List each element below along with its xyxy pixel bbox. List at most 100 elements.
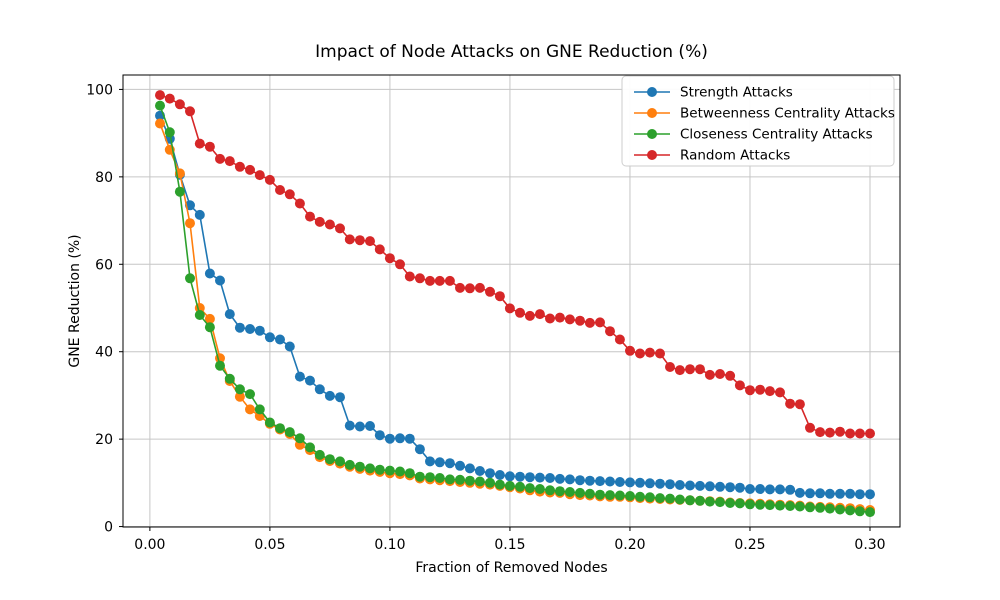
- data-point-random-attacks: [374, 244, 385, 255]
- data-point-random-attacks: [504, 303, 515, 314]
- data-point-closeness-centrality-attacks: [835, 504, 845, 515]
- data-point-closeness-centrality-attacks: [395, 466, 405, 477]
- data-point-random-attacks: [794, 399, 805, 410]
- data-point-random-attacks: [745, 385, 755, 396]
- data-point-random-attacks: [324, 219, 335, 230]
- data-point-closeness-centrality-attacks: [384, 465, 395, 476]
- data-point-random-attacks: [335, 223, 345, 234]
- data-point-strength-attacks: [275, 334, 285, 345]
- data-point-strength-attacks: [354, 421, 365, 432]
- data-point-strength-attacks: [775, 484, 785, 495]
- data-point-closeness-centrality-attacks: [215, 360, 225, 371]
- data-point-random-attacks: [755, 384, 766, 395]
- data-point-random-attacks: [785, 398, 796, 409]
- data-point-random-attacks: [174, 99, 185, 110]
- data-point-closeness-centrality-attacks: [545, 485, 555, 496]
- data-point-random-attacks: [865, 428, 875, 439]
- data-point-closeness-centrality-attacks: [775, 500, 785, 511]
- data-point-strength-attacks: [294, 371, 305, 382]
- data-point-random-attacks: [344, 234, 355, 245]
- data-point-closeness-centrality-attacks: [755, 499, 766, 510]
- x-tick-label: 0.30: [854, 537, 885, 553]
- data-point-closeness-centrality-attacks: [584, 488, 595, 499]
- y-tick-label: 100: [86, 82, 113, 98]
- data-point-random-attacks: [464, 283, 475, 294]
- data-point-random-attacks: [404, 271, 415, 282]
- data-point-strength-attacks: [815, 488, 826, 499]
- data-point-random-attacks: [474, 282, 485, 293]
- data-point-strength-attacks: [685, 480, 695, 491]
- data-point-random-attacks: [614, 334, 625, 345]
- data-point-closeness-centrality-attacks: [294, 433, 305, 444]
- data-point-betweenness-centrality-attacks: [204, 313, 215, 324]
- data-point-random-attacks: [414, 273, 425, 284]
- y-tick-label: 60: [95, 257, 113, 273]
- data-point-random-attacks: [644, 347, 655, 358]
- data-point-closeness-centrality-attacks: [515, 481, 525, 492]
- y-tick-label: 40: [95, 345, 113, 361]
- legend-item-label: Betweenness Centrality Attacks: [680, 106, 895, 122]
- data-point-closeness-centrality-attacks: [785, 501, 796, 511]
- data-point-strength-attacks: [215, 275, 225, 286]
- data-point-strength-attacks: [745, 484, 755, 494]
- legend-sample-marker: [647, 150, 657, 160]
- data-point-random-attacks: [365, 236, 375, 247]
- data-point-random-attacks: [425, 275, 435, 286]
- data-point-random-attacks: [854, 428, 865, 439]
- data-point-strength-attacks: [704, 481, 715, 492]
- x-tick-label: 0.15: [494, 537, 525, 553]
- data-point-betweenness-centrality-attacks: [185, 218, 195, 229]
- data-point-random-attacks: [164, 93, 175, 104]
- data-point-closeness-centrality-attacks: [764, 500, 775, 511]
- legend-sample-marker: [647, 87, 657, 97]
- y-tick-label: 80: [95, 170, 113, 186]
- data-point-strength-attacks: [314, 384, 325, 395]
- data-point-closeness-centrality-attacks: [254, 404, 265, 415]
- data-point-closeness-centrality-attacks: [494, 479, 505, 490]
- x-tick-label: 0.20: [614, 537, 645, 553]
- data-point-closeness-centrality-attacks: [234, 384, 245, 395]
- data-point-random-attacks: [515, 307, 525, 318]
- data-point-closeness-centrality-attacks: [625, 491, 635, 501]
- data-point-closeness-centrality-attacks: [534, 484, 545, 494]
- data-point-random-attacks: [635, 348, 645, 359]
- data-point-random-attacks: [155, 90, 165, 101]
- y-tick-label: 0: [104, 520, 113, 536]
- x-tick-label: 0.05: [254, 537, 285, 553]
- data-point-random-attacks: [215, 153, 225, 164]
- data-point-closeness-centrality-attacks: [865, 507, 875, 518]
- data-point-random-attacks: [485, 286, 495, 297]
- data-point-random-attacks: [595, 317, 605, 328]
- data-point-random-attacks: [524, 310, 535, 321]
- data-point-strength-attacks: [365, 421, 375, 431]
- data-point-strength-attacks: [264, 332, 275, 343]
- data-point-strength-attacks: [425, 456, 435, 467]
- data-point-betweenness-centrality-attacks: [245, 404, 255, 415]
- plot-spines: [122, 74, 901, 528]
- data-point-random-attacks: [625, 345, 635, 356]
- data-point-strength-attacks: [695, 480, 705, 491]
- data-point-closeness-centrality-attacks: [824, 503, 835, 514]
- data-point-random-attacks: [554, 312, 565, 323]
- data-point-closeness-centrality-attacks: [344, 459, 355, 470]
- data-point-closeness-centrality-attacks: [365, 463, 375, 474]
- data-point-random-attacks: [494, 291, 505, 302]
- data-point-strength-attacks: [584, 475, 595, 486]
- data-point-closeness-centrality-attacks: [425, 472, 435, 483]
- data-point-closeness-centrality-attacks: [805, 502, 815, 513]
- data-point-strength-attacks: [254, 325, 265, 336]
- legend-sample-marker: [647, 108, 657, 118]
- series-line-closeness-centrality-attacks: [159, 105, 871, 513]
- data-point-strength-attacks: [234, 322, 245, 333]
- data-point-random-attacks: [234, 161, 245, 172]
- data-point-strength-attacks: [474, 466, 485, 476]
- data-point-strength-attacks: [554, 473, 565, 484]
- data-point-random-attacks: [584, 317, 595, 328]
- data-point-random-attacks: [264, 174, 275, 185]
- data-point-random-attacks: [384, 253, 395, 264]
- data-point-closeness-centrality-attacks: [354, 461, 365, 472]
- data-point-closeness-centrality-attacks: [455, 474, 465, 485]
- data-point-random-attacks: [284, 189, 295, 200]
- data-point-closeness-centrality-attacks: [665, 493, 675, 504]
- data-point-strength-attacks: [805, 488, 815, 499]
